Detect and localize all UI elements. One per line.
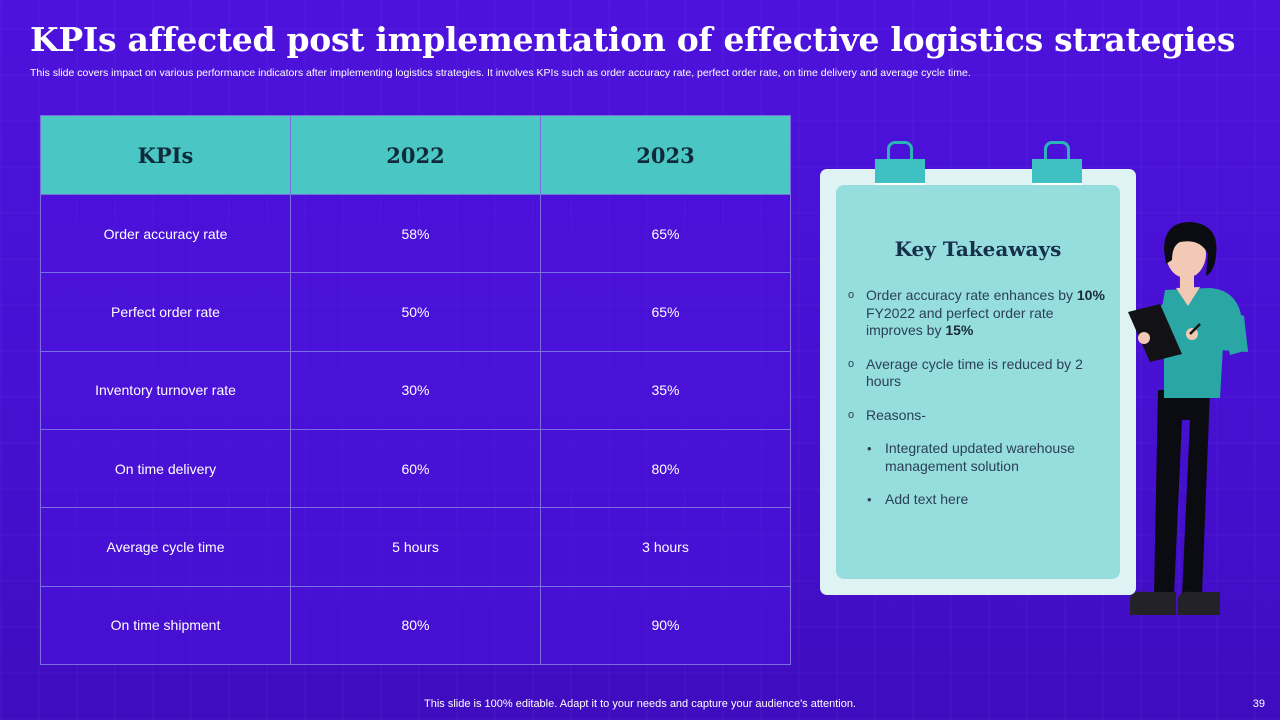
value-2022: 50% [290, 272, 541, 352]
value-2023: 80% [540, 428, 791, 509]
clipboard-panel: Key Takeaways o Order accuracy rate enha… [820, 141, 1136, 595]
table-row: Inventory turnover rate 30% 35% [40, 350, 791, 430]
kpi-table: KPIs 2022 2023 Order accuracy rate 58% 6… [40, 115, 791, 666]
takeaway-subitem: • Add text here [867, 491, 969, 507]
value-2022: 60% [290, 428, 541, 509]
kpi-name: Perfect order rate [40, 272, 291, 352]
page-number: 39 [1252, 698, 1265, 710]
value-2023: 65% [540, 193, 791, 274]
takeaway-item: o Reasons- [848, 406, 926, 423]
binder-clip-icon [875, 141, 925, 193]
kpi-name: Inventory turnover rate [40, 350, 291, 430]
table-row: Perfect order rate 50% 65% [40, 272, 791, 352]
circle-bullet-icon: o [848, 408, 855, 421]
table-row: On time shipment 80% 90% [40, 585, 791, 666]
value-2023: 35% [540, 350, 791, 430]
takeaway-subitem: • Integrated updated warehouse managemen… [867, 440, 1075, 474]
dot-bullet-icon: • [867, 441, 872, 456]
value-2022: 80% [290, 585, 541, 666]
table-row: Order accuracy rate 58% 65% [40, 193, 791, 274]
dot-bullet-icon: • [867, 492, 872, 507]
kpi-name: Average cycle time [40, 507, 291, 587]
value-2023: 65% [540, 272, 791, 352]
kpi-name: Order accuracy rate [40, 193, 291, 274]
slide-subtitle: This slide covers impact on various perf… [30, 67, 971, 79]
takeaway-item: o Order accuracy rate enhances by 10% FY… [848, 287, 1105, 338]
value-2023: 3 hours [540, 507, 791, 587]
table-header-row: KPIs 2022 2023 [40, 115, 791, 195]
person-with-clipboard-illustration [1128, 222, 1248, 615]
table-row: On time delivery 60% 80% [40, 428, 791, 509]
kpi-name: On time delivery [40, 428, 291, 509]
value-2022: 5 hours [290, 507, 541, 587]
takeaways-list: o Order accuracy rate enhances by 10% FY… [848, 287, 1108, 525]
circle-bullet-icon: o [848, 289, 855, 301]
takeaway-item: o Average cycle time is reduced by 2 hou… [848, 355, 1083, 390]
header-kpis: KPIs [40, 115, 291, 195]
header-2022: 2022 [290, 115, 541, 195]
takeaways-card: Key Takeaways o Order accuracy rate enha… [836, 185, 1120, 579]
kpi-name: On time shipment [40, 585, 291, 666]
value-2022: 58% [290, 193, 541, 274]
circle-bullet-icon: o [848, 357, 855, 370]
value-2022: 30% [290, 350, 541, 430]
takeaways-title: Key Takeaways [894, 237, 1062, 261]
table-row: Average cycle time 5 hours 3 hours [40, 507, 791, 587]
footer-note: This slide is 100% editable. Adapt it to… [424, 698, 856, 710]
slide-title: KPIs affected post implementation of eff… [30, 20, 1236, 59]
value-2023: 90% [540, 585, 791, 666]
header-2023: 2023 [540, 115, 791, 195]
